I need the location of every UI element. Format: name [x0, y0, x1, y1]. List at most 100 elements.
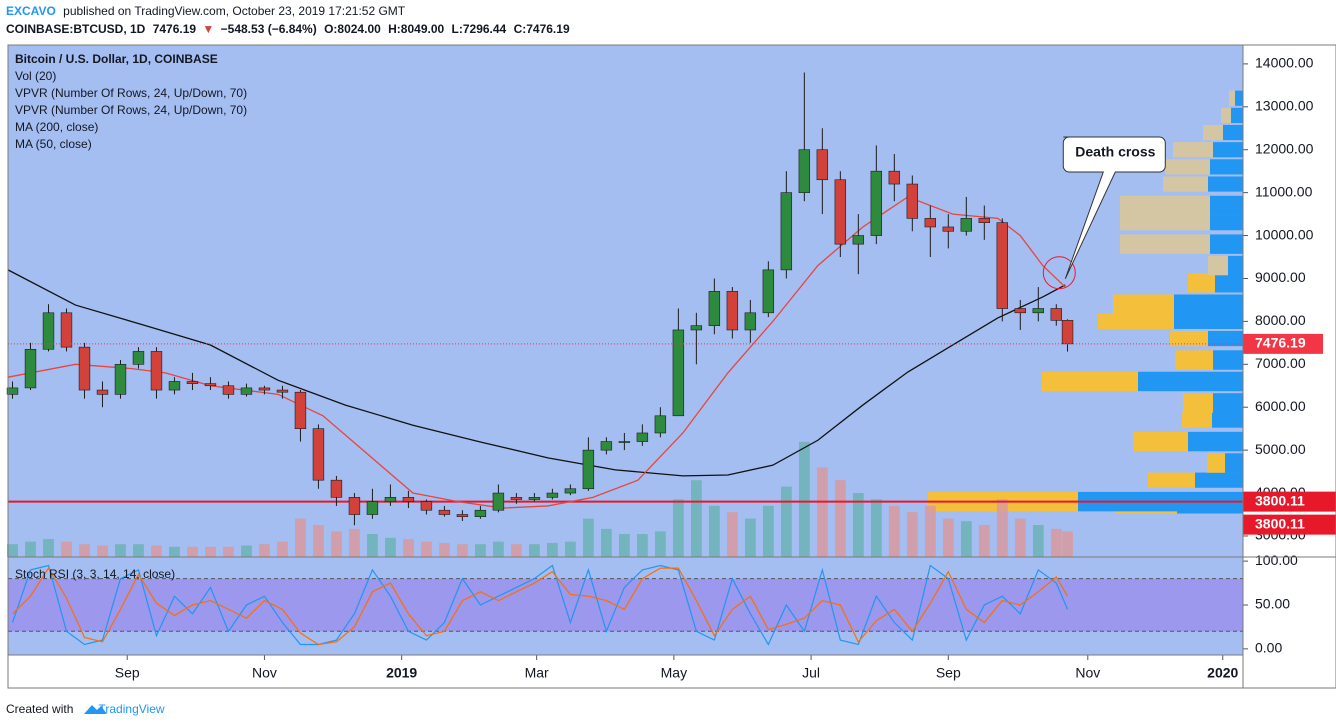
legend-item: MA (200, close) [15, 120, 98, 134]
candle-body [600, 441, 613, 451]
vp-down [1203, 124, 1223, 141]
candle-body [492, 492, 505, 511]
y-tick-label: 0.00 [1255, 640, 1282, 656]
x-tick-label: Nov [1075, 665, 1100, 681]
y-tick-label: 14000.00 [1255, 55, 1314, 71]
volume-bar [205, 546, 216, 557]
vp-down [1188, 273, 1215, 293]
vp-up [1174, 294, 1243, 314]
volume-bar [151, 545, 162, 557]
volume-bar [169, 546, 180, 557]
volume-bar [115, 544, 126, 557]
ma-line [7, 269, 1066, 477]
y-tick-label: 100.00 [1255, 552, 1298, 568]
volume-bar [61, 541, 72, 557]
hline-label-bg [1243, 491, 1336, 512]
vp-down [1208, 255, 1228, 276]
vp-up [1228, 255, 1243, 276]
candle-body [420, 501, 433, 511]
volume-bar [924, 505, 936, 557]
vp-down [1173, 142, 1213, 158]
volume-bar [852, 493, 864, 557]
candle-body [474, 509, 487, 517]
y-tick-label: 11000.00 [1255, 183, 1313, 199]
volume-bar [780, 486, 792, 557]
vp-up [1208, 176, 1243, 192]
candle-body [744, 312, 757, 331]
published: published on TradingView.com, October 23… [63, 4, 406, 18]
vp-up [1223, 124, 1243, 141]
x-tick-label: May [661, 665, 687, 681]
volume-bar [43, 539, 54, 557]
vp-down [1113, 294, 1174, 314]
created: Created with [6, 702, 73, 716]
volume-bar [223, 546, 234, 557]
hline-label: 3800.11 [1255, 492, 1305, 508]
candle-body [1050, 308, 1062, 321]
candle-body [762, 269, 775, 314]
volume-bar [367, 533, 378, 557]
volume-bar [1050, 528, 1062, 557]
volume-bar [816, 467, 828, 557]
last-price-label: 7476.19 [1255, 335, 1306, 351]
last: 7476.19 [153, 22, 197, 36]
candle-body [240, 387, 253, 395]
legend-item: MA (50, close) [15, 137, 92, 151]
high: H:8049.00 [388, 22, 444, 36]
candle-body [24, 348, 37, 389]
vp-down [1221, 107, 1231, 123]
volume-bar [187, 546, 198, 557]
vp-up [1210, 195, 1243, 216]
candle-body [348, 497, 361, 515]
stoch-title: Stoch RSI (3, 3, 14, 14, close) [15, 567, 175, 581]
y-tick-label: 6000.00 [1255, 398, 1306, 414]
stoch-line [11, 564, 1069, 646]
y-tick-label: 9000.00 [1255, 269, 1306, 285]
volume-bar [403, 539, 414, 557]
x-tick-label: 2020 [1207, 665, 1238, 681]
header-line-1: EXCAVO published on TradingView.com, Oct… [6, 4, 406, 18]
x-tick-label: Sep [115, 665, 140, 681]
candle-body [510, 497, 523, 500]
vp-down [1098, 313, 1174, 329]
candle-body [132, 351, 145, 365]
candle-body [42, 312, 55, 350]
legend-title: Bitcoin / U.S. Dollar, 1D, COINBASE [15, 52, 218, 66]
low: L:7296.44 [452, 22, 507, 36]
volume-bar [1032, 525, 1044, 557]
candle-body [312, 428, 325, 481]
candle-body [384, 497, 397, 502]
arrow: ▼ [202, 22, 214, 36]
hline-label: 3800.11 [1255, 515, 1305, 531]
volume-bar [133, 544, 144, 557]
candle-body [690, 325, 703, 331]
vp-up [1138, 371, 1243, 392]
vp-up [1231, 107, 1243, 123]
volume-bar [582, 518, 594, 557]
volume-bar [942, 518, 954, 557]
brand: TradingView [99, 702, 165, 716]
candle-body [96, 389, 109, 395]
footer: Created with TradingView [6, 702, 165, 716]
volume-bar [313, 525, 324, 557]
volume-bar [241, 545, 252, 557]
candle-body [1032, 308, 1044, 314]
vp-down [1120, 195, 1210, 216]
vp-down [1120, 234, 1210, 254]
candle-body [222, 385, 235, 395]
volume-bar [690, 480, 702, 557]
volume-bar [259, 544, 270, 557]
volume-bar [672, 499, 684, 557]
candle-body [618, 441, 631, 443]
author: EXCAVO [6, 4, 56, 18]
volume-bar [834, 480, 846, 557]
stoch-line [12, 567, 1069, 646]
hline-label-bg [1243, 514, 1336, 535]
vp-up [1215, 273, 1243, 293]
vp-up [1213, 350, 1243, 370]
volume-bar [457, 544, 468, 557]
vp-up [1212, 412, 1243, 428]
y-tick-label: 50.00 [1255, 596, 1290, 612]
candle-body [888, 170, 901, 185]
